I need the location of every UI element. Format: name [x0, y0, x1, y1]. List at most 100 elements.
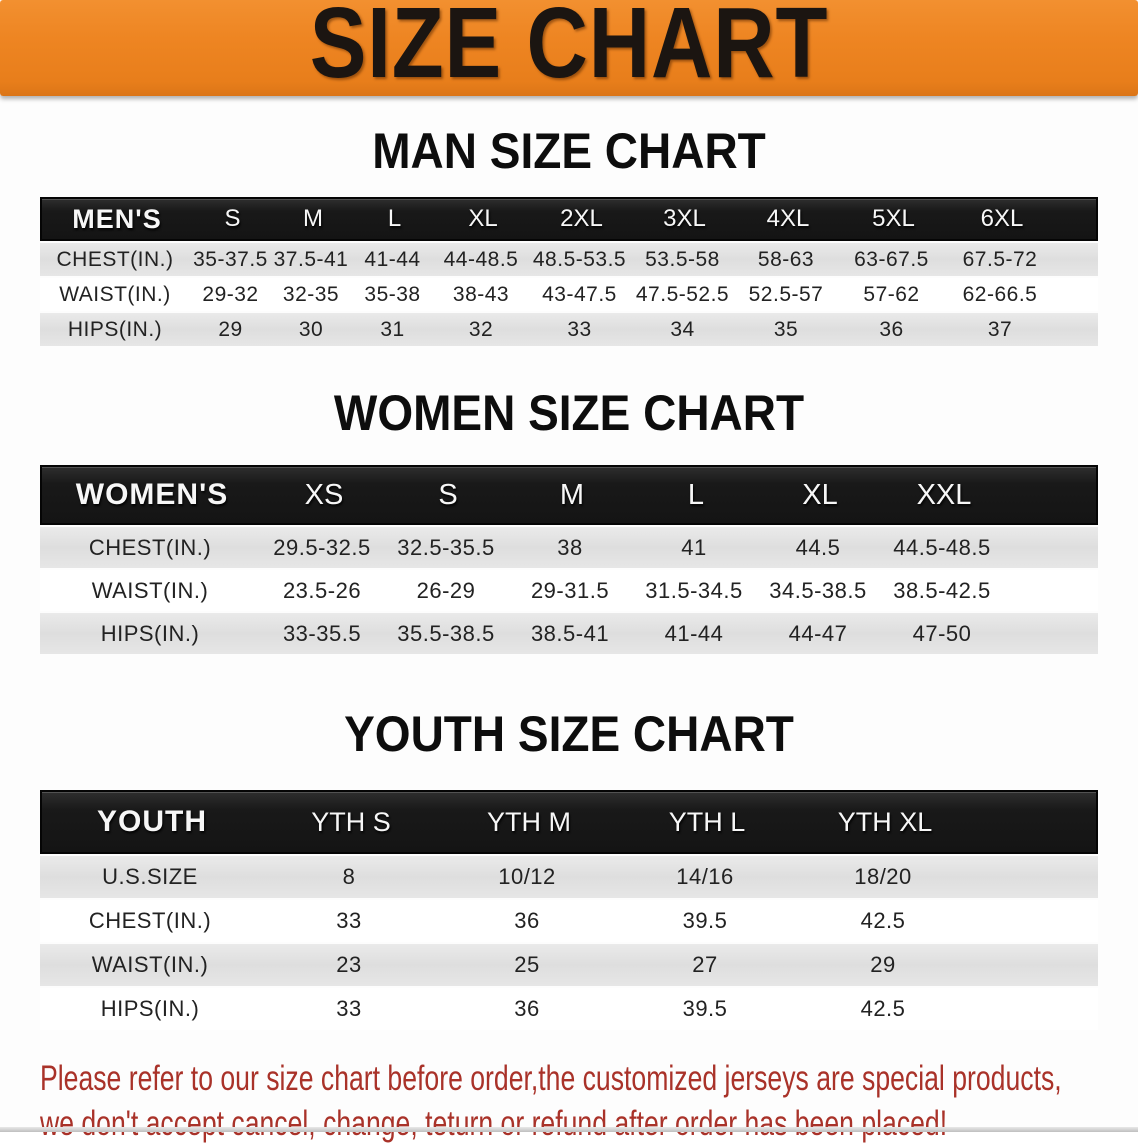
value-cell: 37.5-41: [273, 247, 349, 271]
value-cell: 47.5-52.5: [635, 282, 730, 306]
table-header-bar: YOUTH YTH S YTH M YTH L YTH XL: [40, 790, 1098, 854]
value-cell: 33: [567, 317, 592, 341]
value-cell: 32: [468, 317, 494, 341]
size-column-header: 3XL: [663, 205, 706, 232]
value-cell: 44.5: [795, 534, 841, 560]
row-label-cell: U.S.SIZE: [102, 864, 198, 889]
value-cell: 39.5: [682, 996, 728, 1021]
value-cell: 41-44: [664, 620, 724, 646]
table-row: HIPS(IN.) 29 30 31 32 33 34 35 36 37: [40, 313, 1098, 346]
youth-size-section: YOUTH SIZE CHART YOUTH YTH S YTH M YTH L YTH…: [0, 709, 1138, 1030]
value-cell: 34: [670, 317, 695, 341]
row-label-cell: HIPS(IN.): [67, 317, 163, 341]
value-cell: 27: [692, 952, 718, 977]
value-cell: 36: [879, 317, 904, 341]
row-label-cell: HIPS(IN.): [100, 620, 200, 646]
spacer-cell: [1004, 570, 1098, 611]
value-cell: 23.5-26: [282, 577, 362, 603]
row-label-cell: WAIST(IN.): [91, 952, 209, 977]
women-size-section: WOMEN SIZE CHART WOMEN'S XS S M L XL XXL CHEST(…: [0, 388, 1138, 654]
size-column-header: YTH XL: [837, 806, 933, 837]
value-cell: 32.5-35.5: [397, 534, 495, 560]
man-section-heading: MAN SIZE CHART: [372, 123, 766, 179]
table-row: U.S.SIZE 8 10/12 14/16 18/20: [40, 856, 1098, 898]
value-cell: 26-29: [416, 577, 476, 603]
row-label-cell: WAIST(IN.): [59, 282, 171, 306]
value-cell: 38.5-42.5: [893, 577, 991, 603]
value-cell: 30: [298, 317, 324, 341]
value-cell: 23: [336, 952, 362, 977]
size-column-header: M: [303, 205, 323, 232]
value-cell: 33-35.5: [282, 620, 362, 646]
value-cell: 67.5-72: [962, 247, 1038, 271]
banner-title: SIZE CHART: [309, 0, 829, 99]
value-cell: 32-35: [282, 282, 340, 306]
value-cell: 44-48.5: [443, 247, 519, 271]
size-column-header: XL: [468, 205, 498, 232]
value-cell: 29.5-32.5: [273, 534, 371, 560]
women-section-heading: WOMEN SIZE CHART: [333, 385, 805, 441]
size-column-header: S: [224, 205, 241, 232]
spacer-cell: [1004, 613, 1098, 654]
table-header-bar: MEN'S S M L XL 2XL 3XL 4XL 5XL 6XL: [40, 197, 1098, 241]
size-column-header: XS: [304, 478, 344, 511]
value-cell: 10/12: [498, 864, 556, 889]
size-column-header: 6XL: [980, 205, 1024, 232]
value-cell: 57-62: [863, 282, 920, 306]
value-cell: 25: [514, 952, 540, 977]
spacer-cell: [972, 944, 1098, 986]
value-cell: 47-50: [912, 620, 972, 646]
value-cell: 44.5-48.5: [893, 534, 991, 560]
value-cell: 29: [218, 317, 243, 341]
table-row: CHEST(IN.) 29.5-32.5 32.5-35.5 38 41 44.5 44.5…: [40, 527, 1098, 568]
disclaimer-line-1: Please refer to our size chart before or…: [40, 1059, 1062, 1098]
spacer-cell: [1055, 278, 1098, 311]
table-row: CHEST(IN.) 33 36 39.5 42.5: [40, 900, 1098, 942]
value-cell: 38-43: [452, 282, 510, 306]
size-column-header: 2XL: [560, 205, 603, 232]
size-column-header: XXL: [916, 478, 972, 511]
value-cell: 29-32: [202, 282, 259, 306]
size-column-header: 4XL: [766, 205, 810, 232]
value-cell: 35: [773, 317, 799, 341]
table-row: WAIST(IN.) 29-32 32-35 35-38 38-43 43-47.5 47.…: [40, 278, 1098, 311]
value-cell: 35-37.5: [193, 247, 268, 271]
value-cell: 36: [514, 908, 540, 933]
value-cell: 35.5-38.5: [397, 620, 495, 646]
disclaimer-line-2: we don't accept cancel, change, teturn o…: [40, 1104, 948, 1143]
size-column-header: L: [387, 205, 402, 232]
value-cell: 39.5: [682, 908, 728, 933]
size-column-header: 5XL: [872, 205, 915, 232]
row-label-cell: WAIST(IN.): [91, 577, 209, 603]
row-label-cell: HIPS(IN.): [100, 996, 200, 1021]
value-cell: 18/20: [854, 864, 912, 889]
value-cell: 58-63: [757, 247, 815, 271]
size-column-header: YTH L: [668, 806, 746, 837]
spacer-cell: [1055, 243, 1098, 276]
value-cell: 29-31.5: [530, 577, 610, 603]
header-label-cell: YOUTH: [97, 805, 207, 838]
man-size-table: MEN'S S M L XL 2XL 3XL 4XL 5XL 6XL CHEST(IN.) 35-37…: [40, 197, 1098, 346]
value-cell: 62-66.5: [962, 282, 1038, 306]
value-cell: 52.5-57: [748, 282, 824, 306]
spacer-cell: [972, 988, 1098, 1030]
spacer-cell: [972, 900, 1098, 942]
youth-section-heading: YOUTH SIZE CHART: [344, 706, 794, 762]
value-cell: 34.5-38.5: [769, 577, 867, 603]
spacer-cell: [1055, 313, 1098, 346]
value-cell: 33: [336, 996, 362, 1021]
value-cell: 37: [987, 317, 1013, 341]
table-row: WAIST(IN.) 23 25 27 29: [40, 944, 1098, 986]
value-cell: 63-67.5: [854, 247, 929, 271]
table-row: WAIST(IN.) 23.5-26 26-29 29-31.5 31.5-34.5 34…: [40, 570, 1098, 611]
row-label-cell: CHEST(IN.): [88, 908, 212, 933]
youth-size-table: YOUTH YTH S YTH M YTH L YTH XL U.S.SIZE 8 10/12…: [40, 790, 1098, 1030]
spacer-cell: [972, 856, 1098, 898]
value-cell: 38.5-41: [530, 620, 610, 646]
row-label-cell: CHEST(IN.): [56, 247, 174, 271]
value-cell: 42.5: [860, 908, 906, 933]
man-size-section: MAN SIZE CHART MEN'S S M L XL 2XL 3XL 4XL 5XL 6XL…: [0, 126, 1138, 346]
row-label-cell: CHEST(IN.): [88, 534, 212, 560]
size-column-header: S: [438, 478, 458, 511]
